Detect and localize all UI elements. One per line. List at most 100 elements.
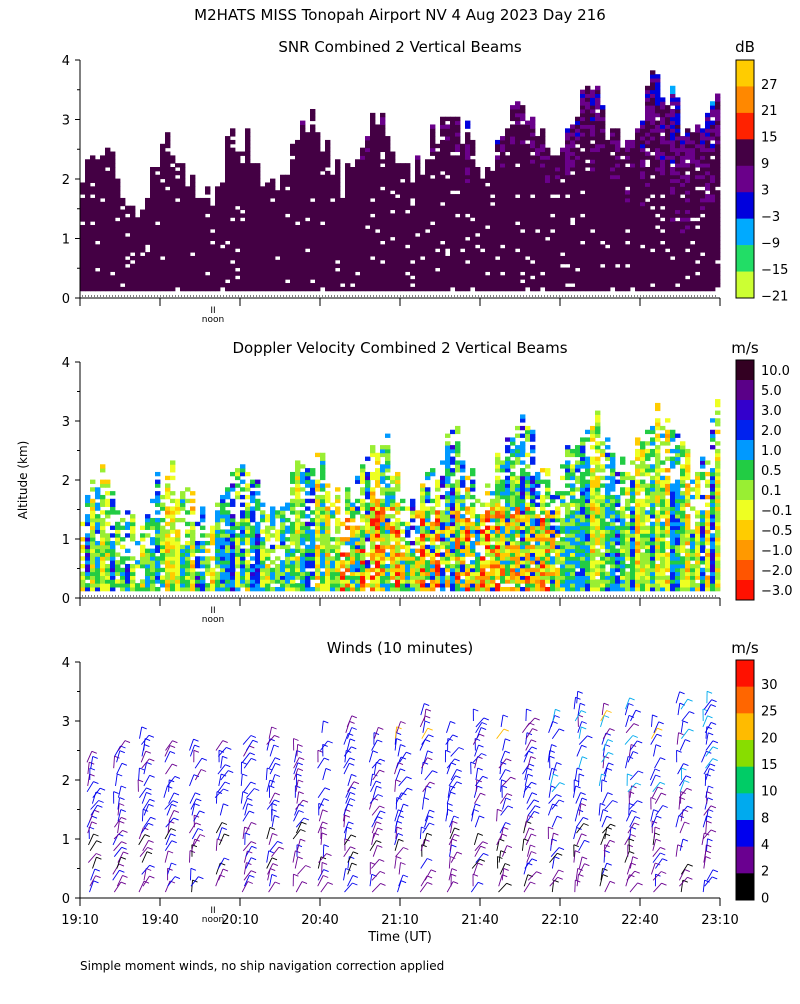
heatmap-cell xyxy=(460,271,465,275)
heatmap-cell xyxy=(570,244,575,248)
heatmap-cell xyxy=(170,476,175,480)
heatmap-cell xyxy=(380,252,385,256)
heatmap-cell xyxy=(130,283,135,287)
heatmap-cell xyxy=(245,240,250,244)
heatmap-cell xyxy=(235,244,240,248)
heatmap-cell xyxy=(505,179,510,183)
heatmap-cell xyxy=(340,229,345,233)
heatmap-cell xyxy=(685,190,690,194)
heatmap-cell xyxy=(375,244,380,248)
heatmap-cell xyxy=(295,159,300,163)
heatmap-cell xyxy=(530,140,535,144)
heatmap-cell xyxy=(205,248,210,252)
heatmap-cell xyxy=(600,175,605,179)
heatmap-cell xyxy=(170,491,175,495)
heatmap-cell xyxy=(335,194,340,198)
heatmap-cell xyxy=(155,186,160,190)
heatmap-cell xyxy=(225,283,230,287)
heatmap-cell xyxy=(710,233,715,237)
heatmap-cell xyxy=(450,264,455,268)
heatmap-cell xyxy=(115,533,120,537)
heatmap-cell xyxy=(150,560,155,564)
heatmap-cell xyxy=(635,136,640,140)
heatmap-cell xyxy=(190,240,195,244)
heatmap-cell xyxy=(545,279,550,283)
heatmap-cell xyxy=(110,260,115,264)
heatmap-cell xyxy=(220,225,225,229)
heatmap-cell xyxy=(300,179,305,183)
heatmap-cell xyxy=(300,229,305,233)
heatmap-cell xyxy=(290,213,295,217)
heatmap-cell xyxy=(700,271,705,275)
heatmap-cell xyxy=(225,268,230,272)
heatmap-cell xyxy=(600,136,605,140)
heatmap-cell xyxy=(630,248,635,252)
heatmap-cell xyxy=(120,579,125,583)
heatmap-cell xyxy=(415,179,420,183)
heatmap-cell xyxy=(225,194,230,198)
heatmap-cell xyxy=(395,244,400,248)
heatmap-cell xyxy=(170,510,175,514)
heatmap-cell xyxy=(590,124,595,128)
heatmap-cell xyxy=(295,283,300,287)
heatmap-cell xyxy=(400,198,405,202)
heatmap-cell xyxy=(220,190,225,194)
heatmap-cell xyxy=(700,198,705,202)
heatmap-cell xyxy=(510,148,515,152)
heatmap-cell xyxy=(405,268,410,272)
heatmap-cell xyxy=(145,514,150,518)
heatmap-cell xyxy=(415,264,420,268)
heatmap-cell xyxy=(665,194,670,198)
heatmap-cell xyxy=(305,136,310,140)
heatmap-cell xyxy=(610,136,615,140)
heatmap-cell xyxy=(565,240,570,244)
heatmap-cell xyxy=(435,271,440,275)
heatmap-cell xyxy=(105,206,110,210)
heatmap-cell xyxy=(295,233,300,237)
heatmap-cell xyxy=(270,210,275,214)
heatmap-cell xyxy=(360,275,365,279)
heatmap-cell xyxy=(285,271,290,275)
heatmap-cell xyxy=(205,206,210,210)
heatmap-cell xyxy=(520,287,525,291)
heatmap-cell xyxy=(445,221,450,225)
heatmap-cell xyxy=(370,264,375,268)
heatmap-cell xyxy=(185,275,190,279)
heatmap-cell xyxy=(605,213,610,217)
heatmap-cell xyxy=(555,217,560,221)
heatmap-cell xyxy=(630,237,635,241)
heatmap-cell xyxy=(560,159,565,163)
heatmap-cell xyxy=(195,271,200,275)
heatmap-cell xyxy=(350,271,355,275)
heatmap-cell xyxy=(215,221,220,225)
heatmap-cell xyxy=(130,233,135,237)
heatmap-cell xyxy=(330,225,335,229)
heatmap-cell xyxy=(130,579,135,583)
heatmap-cell xyxy=(555,279,560,283)
heatmap-cell xyxy=(440,221,445,225)
heatmap-cell xyxy=(690,136,695,140)
heatmap-cell xyxy=(705,271,710,275)
heatmap-cell xyxy=(445,217,450,221)
heatmap-cell xyxy=(305,175,310,179)
heatmap-cell xyxy=(650,90,655,94)
heatmap-cell xyxy=(115,537,120,541)
heatmap-cell xyxy=(365,167,370,171)
heatmap-cell xyxy=(370,229,375,233)
heatmap-cell xyxy=(360,186,365,190)
heatmap-cell xyxy=(630,210,635,214)
heatmap-cell xyxy=(470,225,475,229)
heatmap-cell xyxy=(425,163,430,167)
heatmap-cell xyxy=(110,159,115,163)
heatmap-cell xyxy=(435,198,440,202)
heatmap-cell xyxy=(515,206,520,210)
heatmap-cell xyxy=(610,155,615,159)
heatmap-cell xyxy=(425,268,430,272)
heatmap-cell xyxy=(395,167,400,171)
heatmap-cell xyxy=(310,175,315,179)
heatmap-cell xyxy=(385,217,390,221)
heatmap-cell xyxy=(100,163,105,167)
heatmap-cell xyxy=(555,163,560,167)
heatmap-cell xyxy=(590,186,595,190)
heatmap-cell xyxy=(690,198,695,202)
